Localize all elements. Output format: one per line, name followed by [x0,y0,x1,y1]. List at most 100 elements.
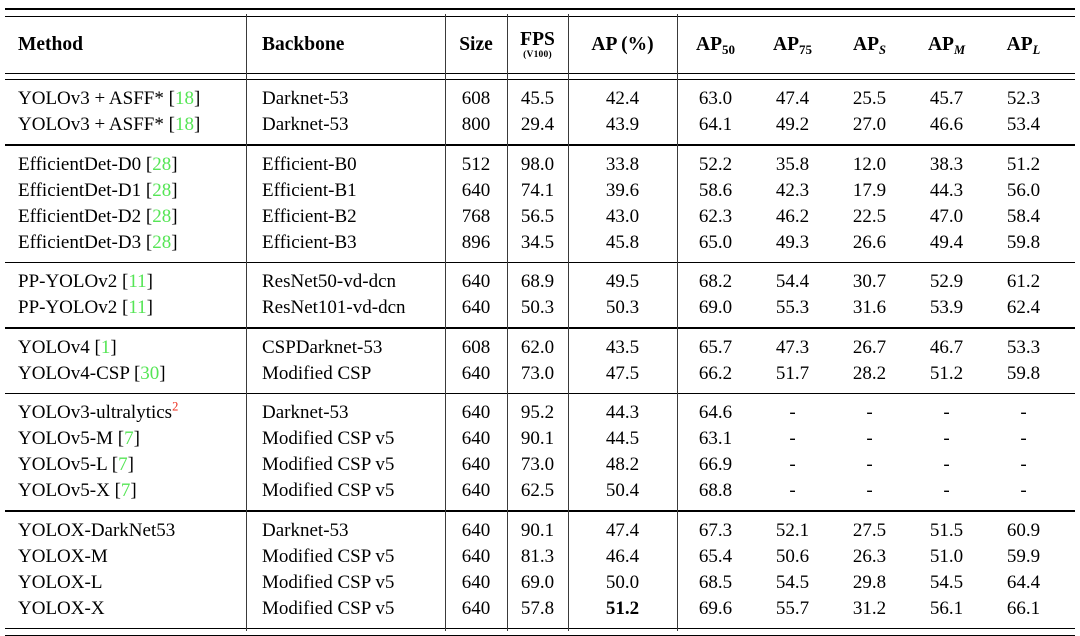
cell-ap: 43.5 [605,336,640,358]
citation-link[interactable]: 1 [100,336,111,358]
citation-link[interactable]: 18 [174,88,194,109]
cell-size: 512 [461,153,491,175]
cell-apl: 53.3 [1006,336,1041,358]
method-name: YOLOv3-ultralytics [18,402,173,423]
cell-backbone: Modified CSP v5 [262,480,395,501]
cell-apl: 59.9 [1006,545,1041,567]
cell-aps: 26.3 [852,545,887,567]
col-header-fps: FPS (V100) [507,30,568,61]
cell-ap50: 58.6 [698,179,733,201]
cell-apm: 51.5 [929,519,964,541]
cell-method: YOLOv3-ultralytics2 [5,400,246,426]
cell-apm: 46.6 [929,114,964,135]
cell-apl: 52.3 [1006,88,1041,109]
cell-ap: 43.9 [605,114,640,135]
cell-ap: 33.8 [605,153,640,175]
cell-ap50: 68.8 [698,480,733,501]
top-rule [5,8,1075,17]
cell-backbone: Modified CSP v5 [262,545,395,567]
cell-apl: 64.4 [1006,571,1041,593]
header-rule [5,73,1075,80]
cell-method: YOLOv3 + ASFF* [18] [18,114,201,135]
cell-backbone: Efficient-B1 [262,179,357,201]
citation-link[interactable]: 11 [128,297,147,318]
cell-apl: 53.4 [1006,114,1041,135]
group-separator [5,144,1075,146]
method-name: YOLOv3 + ASFF* [18,114,164,135]
cell-ap50: 64.1 [698,114,733,135]
cell-fps: 69.0 [520,571,555,593]
cell-size: 896 [461,231,491,253]
cell-apl: 60.9 [1006,519,1041,541]
cell-size: 640 [461,480,491,501]
cell-ap75: - [789,402,796,423]
citation-link[interactable]: 28 [152,179,172,201]
cell-method: EfficientDet-D3 [28] [18,231,178,253]
cell-size: 640 [461,519,491,541]
method-name: YOLOv5-L [18,454,107,475]
cell-apm: 49.4 [929,231,964,253]
group-separator [5,327,1075,329]
col-header-apl: APL [985,34,1075,56]
citation-link[interactable]: 18 [174,114,194,135]
citation-link[interactable]: 28 [152,205,172,227]
cell-ap75: 50.6 [775,545,810,567]
cell-ap: 50.4 [605,480,640,501]
cell-aps: 17.9 [852,179,887,201]
cell-apl: 66.1 [1006,597,1041,619]
column-divider-size-fps [507,14,509,631]
cell-aps: 25.5 [852,88,887,109]
cell-fps: 95.2 [520,402,555,423]
cell-backbone: Modified CSP v5 [262,428,395,449]
cell-size: 608 [461,88,491,109]
citation-link[interactable]: 30 [140,362,160,384]
cell-size: 640 [461,545,491,567]
citation-link[interactable]: 11 [128,271,147,292]
cell-ap: 47.4 [605,519,640,541]
citation-link[interactable]: 7 [120,480,131,501]
table-group: YOLOv3-ultralytics2 Darknet-53 640 95.2 44.3… [5,394,1075,510]
cell-method: YOLOX-M [5,544,246,570]
method-name: YOLOv4 [18,336,90,358]
cell-aps: 29.8 [852,571,887,593]
citation-link[interactable]: 28 [152,231,172,253]
cell-apl: 59.8 [1006,231,1041,253]
table-body: YOLOv3 + ASFF* [18] Darknet-53 608 45.5 42.4… [5,80,1075,628]
cell-ap50: 66.9 [698,454,733,475]
cell-ap50: 64.6 [698,402,733,423]
citation-link[interactable]: 7 [124,428,134,449]
cell-aps: - [866,454,873,475]
cell-ap75: 52.1 [775,519,810,541]
benchmark-table: Method Backbone Size FPS (V100) AP (%) A… [5,8,1075,636]
cell-ap50: 52.2 [698,153,733,175]
cell-aps: 27.5 [852,519,887,541]
table-header: Method Backbone Size FPS (V100) AP (%) A… [5,17,1075,73]
method-name: PP-YOLOv2 [18,297,118,318]
cell-ap50: 63.1 [698,428,733,449]
cell-ap50: 67.3 [698,519,733,541]
citation-link[interactable]: 7 [118,454,128,475]
col-header-ap50-sub: 50 [722,42,735,57]
group-separator [5,510,1075,512]
cell-apm: - [943,402,950,423]
cell-size: 640 [461,597,491,619]
cell-fps: 29.4 [520,114,555,135]
cell-aps: - [866,428,873,449]
cell-fps: 74.1 [520,179,555,201]
table-group: YOLOv3 + ASFF* [18] Darknet-53 608 45.5 42.4… [5,80,1075,144]
fps-header-stack: FPS (V100) [507,30,568,61]
cell-size: 640 [461,402,491,423]
cell-ap50: 68.5 [698,571,733,593]
cell-method: YOLOv3 + ASFF* [18] [18,88,201,109]
cell-ap: 50.3 [605,297,640,318]
cell-fps: 56.5 [520,205,555,227]
cell-ap: 47.5 [605,362,640,384]
cell-apm: 51.2 [929,362,964,384]
cell-aps: 22.5 [852,205,887,227]
footnote-link[interactable]: 2 [172,399,179,414]
cell-backbone: Modified CSP v5 [262,454,395,475]
method-name: YOLOX-M [18,545,108,567]
citation-link[interactable]: 28 [152,153,172,175]
cell-apm: 51.0 [929,545,964,567]
column-divider-backbone-size [445,14,447,631]
